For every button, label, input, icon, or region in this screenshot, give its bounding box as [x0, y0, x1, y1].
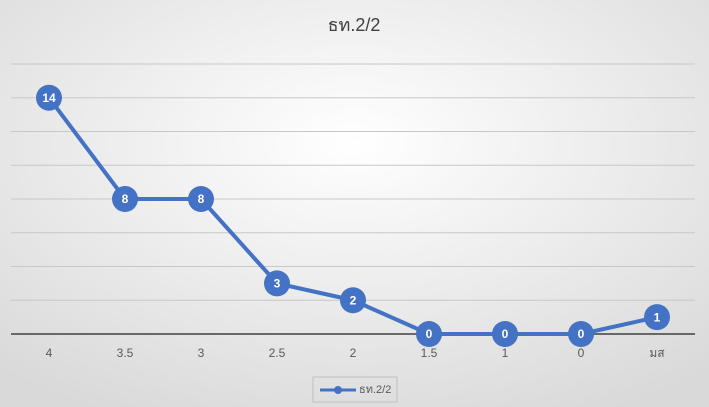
x-tick-label: 2.5 [269, 346, 286, 360]
data-label: 0 [502, 327, 509, 341]
legend-box [312, 376, 398, 403]
data-point [188, 186, 214, 212]
x-tick-label: 3.5 [117, 346, 134, 360]
legend-label: ธท.2/2 [359, 384, 391, 396]
data-label: 14 [42, 91, 56, 105]
plot: 14 8 8 3 2 0 0 0 1 [36, 84, 670, 347]
legend-marker [334, 386, 342, 394]
x-tick-label: 1.5 [421, 346, 438, 360]
x-tick-label: มส [649, 346, 665, 360]
data-point [416, 321, 442, 347]
data-label: 8 [122, 192, 129, 206]
data-point [264, 270, 290, 297]
x-tick-label: 0 [578, 346, 585, 360]
data-label: 0 [578, 327, 585, 341]
data-point [568, 321, 594, 347]
x-tick-label: 4 [46, 346, 53, 360]
x-tick-label: 1 [502, 346, 509, 360]
data-point [112, 186, 138, 212]
data-point [340, 287, 366, 314]
data-label: 8 [198, 192, 205, 206]
data-point [644, 304, 670, 331]
data-point [36, 84, 62, 111]
data-point [492, 321, 518, 347]
x-tick-label: 2 [350, 346, 357, 360]
data-label: 3 [274, 277, 281, 291]
data-label: 0 [426, 327, 433, 341]
data-label: 2 [350, 293, 357, 307]
x-tick-label: 3 [198, 346, 205, 360]
data-label: 1 [654, 310, 661, 324]
chart-title: ธท.2/2 [328, 15, 381, 35]
